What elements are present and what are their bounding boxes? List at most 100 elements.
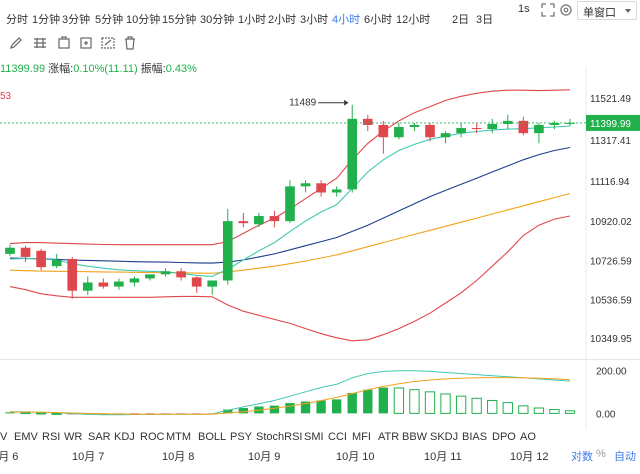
candle-body	[316, 183, 326, 193]
macd-histogram-bar	[51, 412, 62, 415]
macd-histogram-bar	[502, 402, 513, 414]
macd-axis-label: 0.00	[596, 409, 616, 420]
indicator-tab-mfi[interactable]: MFI	[352, 431, 371, 443]
auto-scale-toggle[interactable]: 自动	[614, 451, 636, 463]
candle-body	[425, 124, 435, 138]
indicator-tab-rsi[interactable]: RSI	[42, 431, 61, 443]
interval-tab[interactable]: 1分钟	[32, 14, 61, 26]
pane-divider[interactable]	[0, 359, 640, 360]
fibonacci-icon[interactable]	[32, 35, 48, 51]
change-value: 0.10%(11.11)	[73, 63, 138, 75]
candle-body	[518, 120, 529, 134]
interval-tab[interactable]: 4小时	[332, 14, 361, 26]
indicator-tab-roc[interactable]: ROC	[140, 431, 165, 443]
macd-histogram-bar	[471, 397, 482, 414]
measure-icon[interactable]	[100, 35, 116, 51]
candle-body	[331, 189, 342, 193]
candle-body	[502, 120, 513, 124]
indicator-tab-bbw[interactable]: BBW	[402, 431, 428, 443]
interval-tab[interactable]: 1小时	[238, 14, 267, 26]
price-axis-label: 10920.02	[590, 217, 632, 228]
candle-body	[238, 221, 249, 224]
trash-icon[interactable]	[122, 35, 138, 51]
interval-tab[interactable]: 12小时	[396, 14, 431, 26]
interval-tab[interactable]: 10分钟	[126, 14, 161, 26]
log-scale-toggle[interactable]: 对数	[571, 451, 593, 463]
indicator-tab-ao[interactable]: AO	[520, 431, 536, 443]
interval-tab[interactable]: 3日	[476, 14, 494, 26]
indicator-tab-psy[interactable]: PSY	[230, 431, 253, 443]
macd-histogram-bar	[363, 389, 373, 414]
macd-histogram-bar	[487, 399, 498, 414]
candle-body	[534, 124, 544, 134]
candle-body	[191, 277, 202, 287]
interval-tab[interactable]: 2小时	[268, 14, 297, 26]
candle-body	[409, 124, 420, 128]
candle-body	[129, 278, 140, 283]
macd-axis-label: 200.00	[596, 366, 627, 377]
candle-body	[394, 127, 404, 138]
candle-body	[82, 282, 93, 291]
indicator-tab-bias[interactable]: BIAS	[462, 431, 488, 443]
indicator-partial-value: 53	[0, 91, 12, 102]
candle-body	[5, 247, 15, 254]
date-label: 10月 8	[162, 451, 195, 463]
pencil-icon[interactable]	[8, 35, 24, 51]
interval-tab[interactable]: 分时	[6, 14, 28, 26]
indicator-tab-mtm[interactable]: MTM	[166, 431, 192, 443]
interval-tab[interactable]: 3小时	[300, 14, 329, 26]
indicator-tab-v[interactable]: V	[0, 431, 8, 443]
indicator-tab-sar[interactable]: SAR	[88, 431, 111, 443]
interval-tab[interactable]: 2日	[452, 14, 470, 26]
price-axis-label: 11116.94	[590, 177, 630, 188]
candle-body	[36, 250, 46, 268]
boll-lower-line	[9, 215, 571, 342]
macd-histogram-bar	[285, 403, 295, 414]
high-price-marker: 11489	[289, 98, 317, 109]
interval-tab[interactable]: 15分钟	[162, 14, 197, 26]
candlestick-chart[interactable]: 11521.49 11317.41 11116.94 10920.02 10726.59…	[0, 66, 640, 430]
macd-histogram-bar	[440, 393, 451, 414]
indicator-tab-wr[interactable]: WR	[64, 431, 83, 443]
price-info-line: 11399.99 涨幅:0.10%(11.11) 振幅:0.43%	[0, 60, 197, 76]
indicator-tab-atr[interactable]: ATR	[378, 431, 400, 443]
refresh-speed[interactable]: 1s	[518, 3, 530, 15]
macd-histogram-bar	[347, 392, 357, 414]
candle-body	[440, 133, 451, 138]
fullscreen-icon[interactable]	[540, 2, 556, 18]
indicator-tab-boll[interactable]: BOLL	[198, 431, 227, 443]
macd-histogram-bar	[455, 395, 467, 414]
text-note-icon[interactable]	[56, 35, 72, 51]
window-mode-select[interactable]: 单窗口	[577, 1, 637, 20]
indicator-tab-cci[interactable]: CCI	[328, 431, 347, 443]
drawing-toolbar	[0, 34, 640, 54]
candle-body	[269, 216, 280, 222]
macd-histogram-bar	[409, 389, 420, 414]
settings-icon[interactable]	[558, 2, 574, 18]
indicator-tab-smi[interactable]: SMI	[304, 431, 324, 443]
high-marker-arrowhead	[344, 99, 349, 106]
interval-tab[interactable]: 5分钟	[95, 14, 124, 26]
macd-histogram-bar	[533, 407, 545, 414]
interval-tab[interactable]: 30分钟	[200, 14, 235, 26]
shape-tool-icon[interactable]	[78, 35, 94, 51]
indicator-tab-skdj[interactable]: SKDJ	[430, 431, 459, 443]
candle-body	[471, 128, 482, 130]
date-label: 10月 12	[510, 451, 549, 463]
amplitude-value: 0.43%	[165, 63, 197, 75]
indicator-tab-stochrsi[interactable]: StochRSI	[256, 431, 303, 443]
indicator-tab-kdj[interactable]: KDJ	[114, 431, 135, 443]
interval-tab[interactable]: 3分钟	[62, 14, 91, 26]
candle-body	[114, 281, 124, 287]
price-axis-label: 10536.59	[590, 296, 632, 307]
candle-body	[176, 271, 186, 278]
macd-histogram-bar	[378, 387, 388, 414]
price-axis-label: 10349.95	[590, 334, 632, 345]
percent-scale-toggle[interactable]: %	[596, 448, 606, 460]
indicator-tab-emv[interactable]: EMV	[14, 431, 38, 443]
interval-tab[interactable]: 6小时	[364, 14, 393, 26]
ma-orange-line	[9, 192, 571, 274]
candle-body	[549, 122, 560, 125]
macd-histogram-bar	[223, 409, 233, 414]
indicator-tab-dpo[interactable]: DPO	[492, 431, 516, 443]
